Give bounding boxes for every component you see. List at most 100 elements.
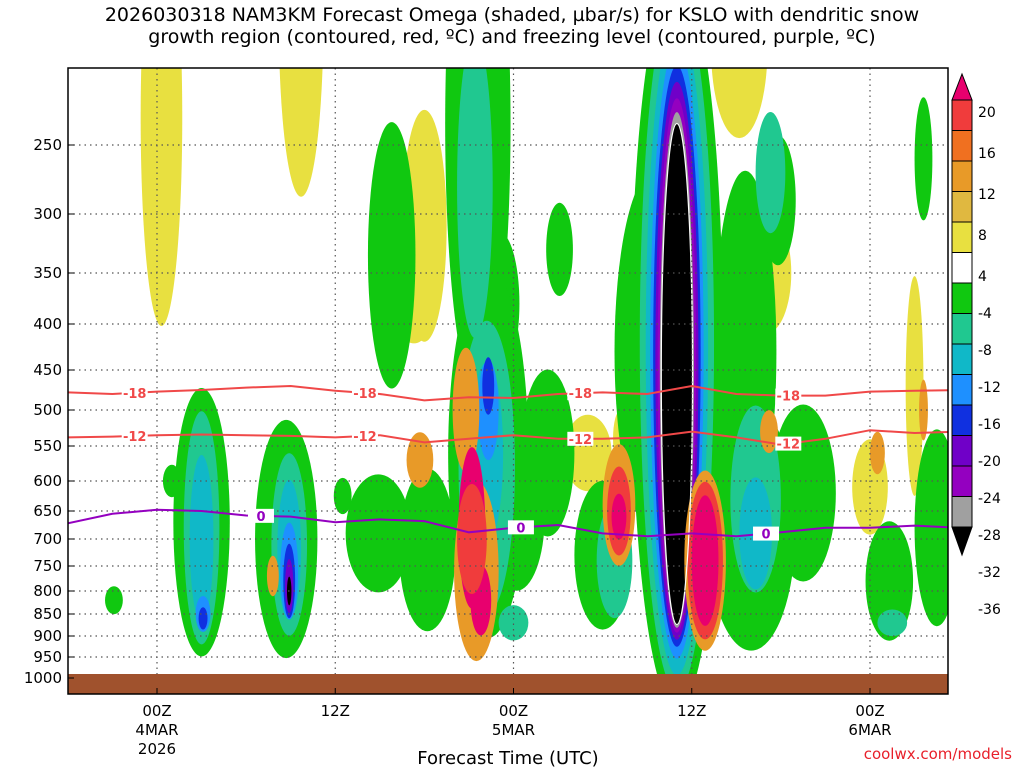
contour-label-bg-0-0 <box>121 385 148 400</box>
omega-region-t7 <box>755 112 786 234</box>
omega-region-g22 <box>162 464 181 498</box>
contour-label-bg-1-0 <box>121 428 148 443</box>
omega-region-g4 <box>546 202 573 296</box>
omega-region-g1 <box>367 122 416 389</box>
colorbar-label-4: 4 <box>978 269 987 285</box>
colorbar-label-1: 16 <box>978 146 996 162</box>
y-axis: 250 300 350 400 450 500 550 600 650 700 750 800 850 9… <box>24 136 74 687</box>
omega-region-o9 <box>919 379 928 441</box>
omega-shading <box>105 0 948 694</box>
omega-region-t8 <box>877 609 908 637</box>
x-tick-label-1: 12Z <box>321 702 350 720</box>
omega-region-g23 <box>333 477 352 515</box>
contour-label-bg-1-3 <box>775 436 802 451</box>
contour-label-1-2: -12 <box>569 433 593 448</box>
omega-region-t9 <box>498 605 529 641</box>
x-tick-label-2: 00Z <box>499 702 528 720</box>
contour-label-bg-2-1 <box>507 520 534 535</box>
contour-label-2-2: 0 <box>761 528 770 543</box>
contour-label-2-0: 0 <box>256 510 265 525</box>
colorbar-label-13: -36 <box>978 602 1001 618</box>
omega-region-y4 <box>540 0 561 24</box>
contour-label-bg-2-0 <box>247 508 274 523</box>
contour-label-bg-2-2 <box>753 526 780 541</box>
omega-region-t1 <box>457 68 493 338</box>
contour-label-0-2: -18 <box>569 387 593 402</box>
y-tick-label-400: 400 <box>33 315 62 333</box>
colorbar-label-10: -24 <box>978 491 1001 507</box>
omega-region-o8 <box>760 410 778 454</box>
contour-label-0-1: -18 <box>353 387 377 402</box>
colorbar-label-8: -16 <box>978 417 1001 433</box>
y-tick-label-550: 550 <box>33 437 62 455</box>
omega-region-g21 <box>105 586 123 615</box>
colorbar-swatch-6 <box>951 252 973 284</box>
contour-label-0-3: -18 <box>777 390 801 405</box>
y-tick-label-500: 500 <box>33 401 62 419</box>
colorbar-swatch-5 <box>951 221 973 253</box>
chart-title: 2026030318 NAM3KM Forecast Omega (shaded… <box>0 4 1024 48</box>
omega-region-g17 <box>865 521 914 641</box>
y-tick-label-600: 600 <box>33 472 62 490</box>
omega-region-m3 <box>611 493 627 540</box>
colorbar-label-5: -4 <box>978 306 992 322</box>
colorbar-label-0: 20 <box>978 105 996 121</box>
colorbar-swatch-10 <box>951 374 973 406</box>
omega-region-core-bk <box>661 123 693 625</box>
colorbar-swatch-13 <box>951 465 973 497</box>
colorbar-top-arrow <box>951 72 973 101</box>
colorbar-swatch-3 <box>951 160 973 192</box>
x-tick-date-4: 6MAR <box>848 721 891 739</box>
omega-region-bl1 <box>482 357 495 415</box>
title-line-1: 2026030318 NAM3KM Forecast Omega (shaded… <box>104 4 920 26</box>
omega-region-g8 <box>345 474 412 593</box>
colorbar-label-6: -8 <box>978 343 992 359</box>
omega-region-y5 <box>606 0 630 7</box>
colorbar-label-7: -12 <box>978 380 1001 396</box>
x-tick-date-0: 4MAR <box>135 721 178 739</box>
omega-region-r1 <box>457 484 487 594</box>
omega-region-y1 <box>140 68 183 326</box>
contour-label-0-0: -18 <box>123 387 147 402</box>
y-tick-label-900: 900 <box>33 627 62 645</box>
x-axis-label: Forecast Time (UTC) <box>417 748 598 768</box>
contour-label-1-1: -12 <box>353 430 377 445</box>
contour-label-bg-0-2 <box>567 386 594 401</box>
colorbar-swatch-9 <box>951 343 973 375</box>
omega-region-o1 <box>452 347 480 473</box>
contour-label-2-1: 0 <box>516 521 525 536</box>
ground-surface <box>68 674 948 694</box>
colorbar-swatch-11 <box>951 404 973 436</box>
colorbar-swatch-12 <box>951 435 973 467</box>
omega-region-y8 <box>711 68 767 139</box>
y-tick-label-950: 950 <box>33 648 62 666</box>
omega-region-g9 <box>399 468 456 632</box>
omega-region-o7 <box>870 431 885 475</box>
omega-region-g18 <box>914 429 948 627</box>
omega-core-outline <box>660 122 694 626</box>
x-tick-label-0: 00Z <box>142 702 171 720</box>
omega-region-m4 <box>691 495 719 626</box>
colorbar-bottom-arrow <box>951 526 973 557</box>
title-line-2: growth region (contoured, red, ºC) and f… <box>148 26 876 48</box>
x-tick-year-0: 2026 <box>138 740 176 758</box>
contour-1 <box>68 429 948 446</box>
y-tick-label-800: 800 <box>33 582 62 600</box>
y-tick-label-450: 450 <box>33 361 62 379</box>
y-tick-label-250: 250 <box>33 136 62 154</box>
colorbar-swatch-14 <box>951 496 973 528</box>
y-tick-label-700: 700 <box>33 530 62 548</box>
omega-region-o6 <box>266 555 279 597</box>
plot-frame <box>67 67 949 695</box>
y-tick-label-300: 300 <box>33 205 62 223</box>
contour-label-1-0: -12 <box>123 430 147 445</box>
colorbar-label-3: 8 <box>978 228 987 244</box>
x-tick-date-2: 5MAR <box>492 721 535 739</box>
colorbar-swatch-8 <box>951 313 973 345</box>
contour-label-1-3: -12 <box>777 438 801 453</box>
colorbar: 20 16 12 8 4 -4 -8 -12 -16 -20 -24 -28 -32 -36 <box>951 72 1001 618</box>
contour-label-bg-1-1 <box>351 428 378 443</box>
credit-text: coolwx.com/models <box>863 745 1012 763</box>
